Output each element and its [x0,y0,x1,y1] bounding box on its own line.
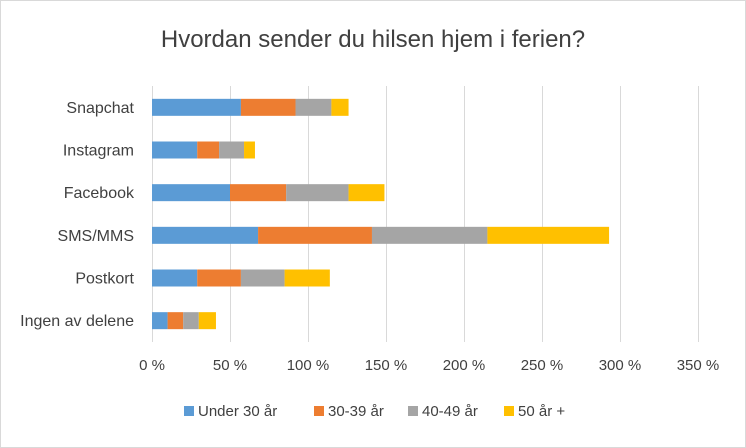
legend-label: 40-49 år [422,403,478,420]
bar-segment [152,312,168,330]
x-axis-ticks: 0 % 50 % 100 % 150 % 200 % 250 % 300 % 350 % [139,357,719,374]
bar-segment [240,269,285,287]
category-label: SMS/MMS [58,228,134,245]
bar-segment [295,98,332,116]
bar-segment [286,184,349,202]
bars [152,98,610,330]
category-labels: Snapchat Instagram Facebook SMS/MMS Postkort… [20,100,135,330]
bar-segment [183,312,199,330]
bar-segment [240,98,296,116]
category-label: Facebook [64,185,135,202]
x-tick-label: 50 % [213,357,247,374]
bar-segment [331,98,349,116]
bar-segment [219,141,245,159]
bar-segment [152,226,259,244]
x-tick-label: 150 % [365,357,408,374]
x-tick-label: 250 % [521,357,564,374]
category-label: Snapchat [66,100,134,117]
legend-swatch [504,406,514,416]
bar-segment [258,226,372,244]
legend-label: 30-39 år [328,403,384,420]
legend-swatch [408,406,418,416]
legend-swatch [314,406,324,416]
bar-segment [230,184,287,202]
chart-title: Hvordan sender du hilsen hjem i ferien? [160,26,586,53]
legend: Under 30 år 30-39 år 40-49 år 50 år + [184,403,565,420]
category-label: Ingen av delene [20,313,134,330]
x-tick-label: 100 % [287,357,330,374]
x-tick-label: 350 % [677,357,720,374]
bar-segment [487,226,610,244]
legend-swatch [184,406,194,416]
x-tick-label: 0 % [139,357,165,374]
x-tick-label: 300 % [599,357,642,374]
bar-segment [371,226,488,244]
legend-label: Under 30 år [198,403,277,420]
category-label: Instagram [63,143,134,160]
bar-segment [284,269,330,287]
bar-segment [197,269,241,287]
bar-segment [152,98,241,116]
bar-segment [152,141,198,159]
gridlines [152,86,699,342]
legend-label: 50 år + [518,403,565,420]
category-label: Postkort [75,271,134,288]
bar-segment [197,141,220,159]
bar-segment [167,312,184,330]
bar-segment [152,269,198,287]
bar-segment [244,141,255,159]
bar-segment [152,184,230,202]
bar-segment [348,184,385,202]
bar-segment [198,312,216,330]
x-tick-label: 200 % [443,357,486,374]
